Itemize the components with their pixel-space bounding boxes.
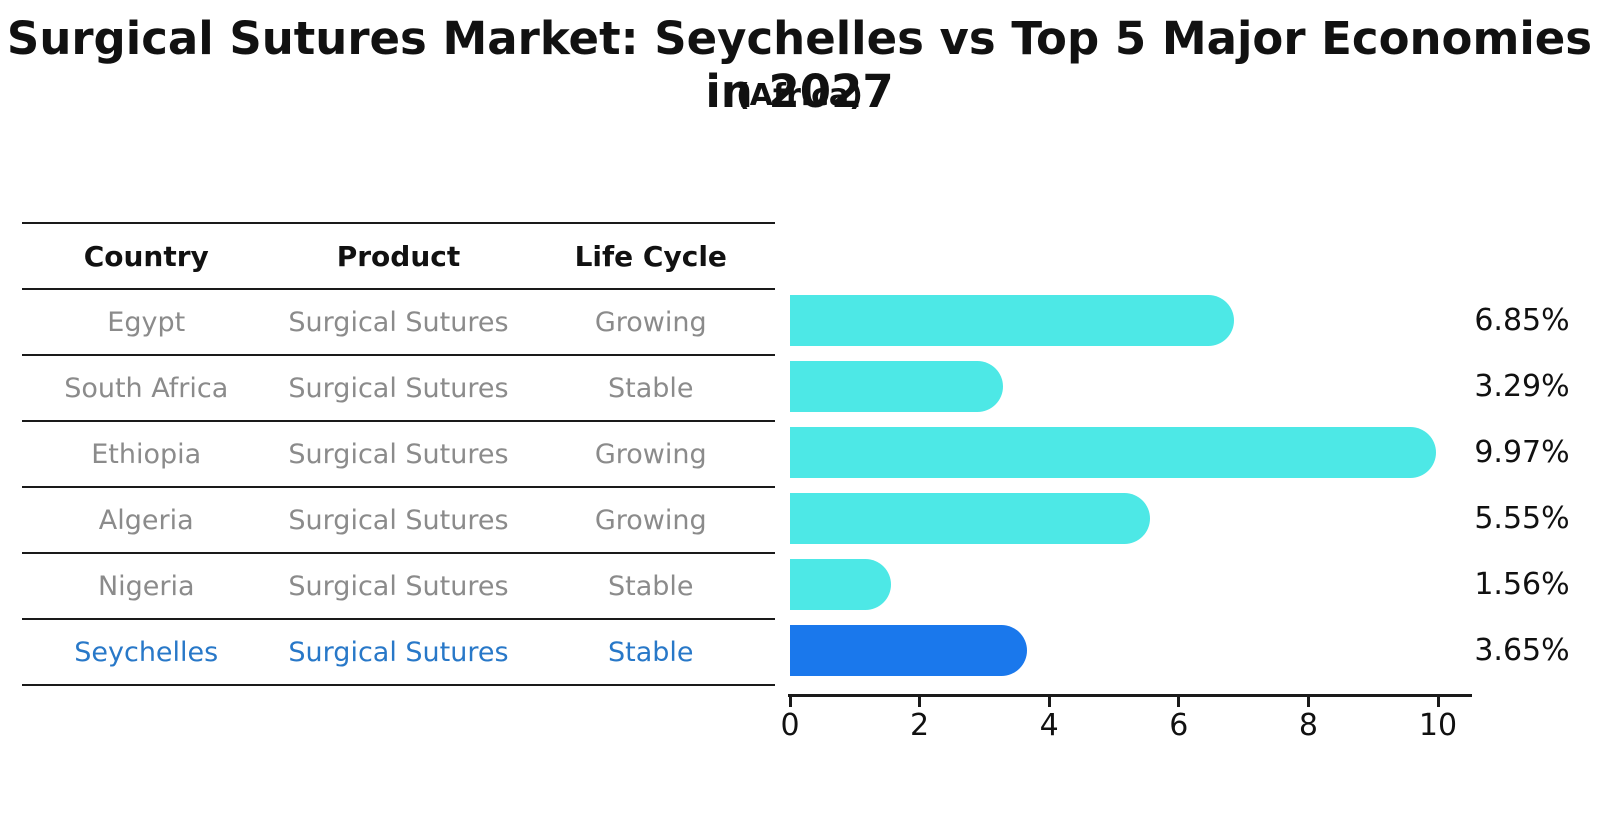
cell-lifecycle: Growing xyxy=(594,438,707,470)
x-axis-tick-label: 10 xyxy=(1418,708,1458,743)
x-axis-tick xyxy=(1436,697,1440,707)
cell-country: South Africa xyxy=(64,372,229,404)
bar-south-africa xyxy=(790,360,1004,412)
x-axis-tick xyxy=(788,697,792,707)
table-header-row: Country Product Life Cycle xyxy=(22,224,775,290)
x-axis-tick xyxy=(918,697,922,707)
table-body: Egypt Surgical Sutures Growing South Africa… xyxy=(22,290,775,686)
cell-product: Surgical Sutures xyxy=(288,306,509,338)
x-axis-tick xyxy=(1306,697,1310,707)
bar-ethiopia xyxy=(790,426,1437,478)
page-title: Surgical Sutures Market: Seychelles vs T… xyxy=(6,12,1593,118)
cell-lifecycle: Growing xyxy=(594,306,707,338)
table-row: Nigeria Surgical Sutures Stable xyxy=(22,554,775,620)
table-row: Ethiopia Surgical Sutures Growing xyxy=(22,422,775,488)
page-subtitle: (Africa) xyxy=(736,78,863,113)
bar-value-label: 3.29% xyxy=(1474,369,1570,404)
table-row: Egypt Surgical Sutures Growing xyxy=(22,290,775,356)
cell-country: Seychelles xyxy=(74,636,219,668)
cell-lifecycle: Stable xyxy=(607,570,694,602)
x-axis-tick-label: 2 xyxy=(910,708,930,743)
x-axis-tick xyxy=(1047,697,1051,707)
x-axis-tick-label: 8 xyxy=(1298,708,1318,743)
cell-product: Surgical Sutures xyxy=(288,570,509,602)
cell-product: Surgical Sutures xyxy=(288,636,509,668)
bar-value-label: 9.97% xyxy=(1474,435,1570,470)
bar-value-label: 6.85% xyxy=(1474,303,1570,338)
cell-lifecycle: Stable xyxy=(607,636,694,668)
cell-lifecycle: Growing xyxy=(594,504,707,536)
bar-egypt xyxy=(790,294,1234,346)
table-row: Algeria Surgical Sutures Growing xyxy=(22,488,775,554)
bar-value-label: 1.56% xyxy=(1474,567,1570,602)
bar-seychelles xyxy=(790,624,1027,676)
x-axis-tick-label: 4 xyxy=(1039,708,1059,743)
table-row: Seychelles Surgical Sutures Stable xyxy=(22,620,775,686)
x-axis-line xyxy=(788,694,1473,697)
cell-product: Surgical Sutures xyxy=(288,372,509,404)
bar-algeria xyxy=(790,492,1150,544)
table-row: South Africa Surgical Sutures Stable xyxy=(22,356,775,422)
table-header: Country Product Life Cycle xyxy=(22,224,775,290)
cell-product: Surgical Sutures xyxy=(288,504,509,536)
bar-value-label: 3.65% xyxy=(1474,633,1570,668)
comparison-table: Country Product Life Cycle Egypt Surgical… xyxy=(22,222,775,686)
cell-country: Egypt xyxy=(107,306,186,338)
table-header-country: Country xyxy=(83,239,209,273)
x-axis-tick xyxy=(1177,697,1181,707)
table-header-lifecycle: Life Cycle xyxy=(574,239,727,273)
cell-product: Surgical Sutures xyxy=(288,438,509,470)
x-axis-tick-label: 0 xyxy=(780,708,800,743)
bar-nigeria xyxy=(790,558,892,610)
cell-lifecycle: Stable xyxy=(607,372,694,404)
table-header-product: Product xyxy=(336,239,461,273)
cell-country: Nigeria xyxy=(97,570,195,602)
bar-value-label: 5.55% xyxy=(1474,501,1570,536)
cell-country: Ethiopia xyxy=(91,438,202,470)
x-axis-tick-label: 6 xyxy=(1169,708,1189,743)
cell-country: Algeria xyxy=(98,504,194,536)
